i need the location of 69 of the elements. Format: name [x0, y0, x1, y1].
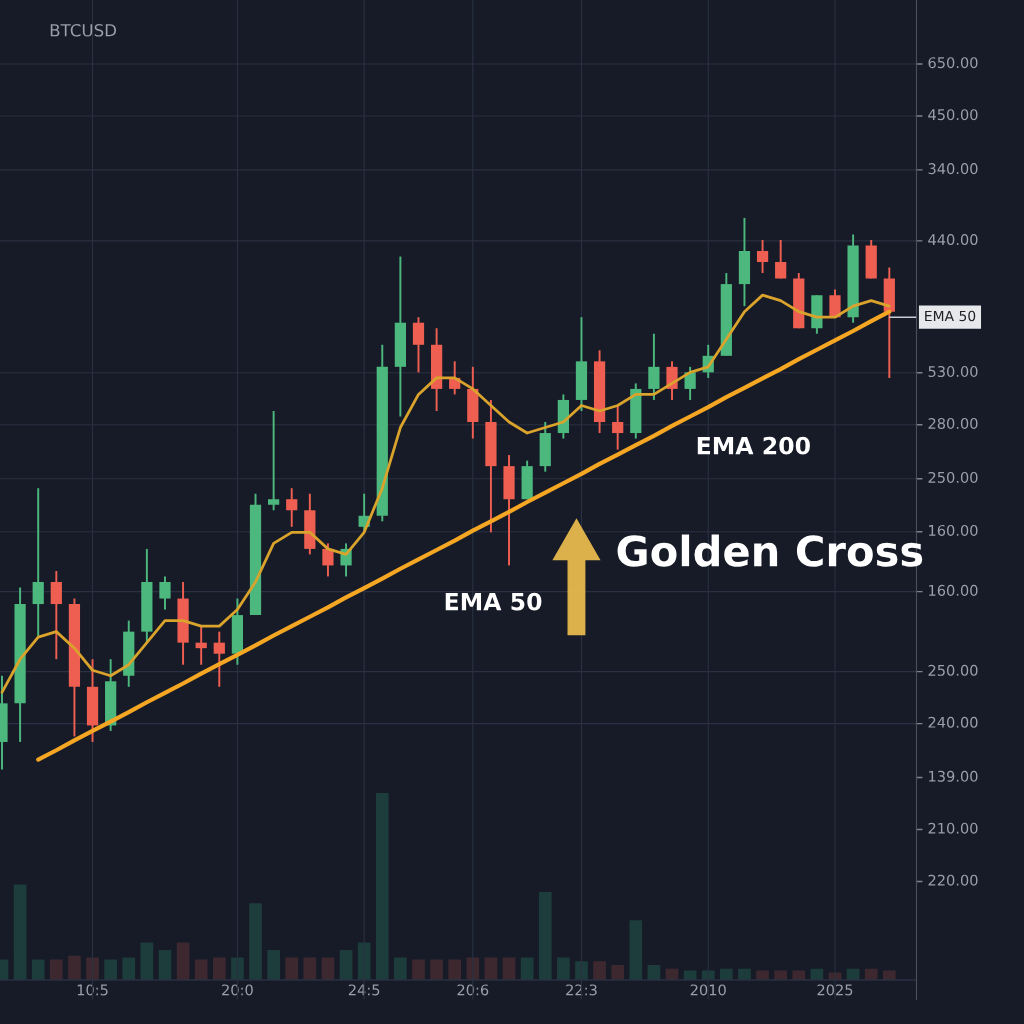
text: 250.00: [928, 664, 978, 676]
text: 160.00: [929, 524, 978, 536]
text: 139.00: [929, 770, 978, 782]
text: 530.00: [928, 365, 978, 378]
bar: [629, 920, 643, 980]
bar: [720, 968, 733, 980]
bar: [538, 892, 552, 980]
text: 450.00: [928, 109, 978, 121]
x-tick-label: 2025: [817, 984, 853, 996]
bar: [194, 959, 208, 980]
x-tick-label: 22:3: [566, 984, 597, 996]
bar: [575, 961, 588, 980]
bar: [267, 950, 280, 980]
candlestick: [32, 487, 44, 639]
text: 160.00: [929, 584, 978, 596]
bar: [557, 957, 570, 980]
bar: [738, 968, 751, 980]
bar: [13, 884, 27, 980]
chart-title: BTCUSD: [50, 23, 117, 37]
candlestick: [612, 404, 624, 451]
candlestick: [159, 575, 171, 611]
x-tick-label: 2010: [690, 984, 726, 996]
bar: [448, 959, 462, 980]
bar: [593, 961, 606, 980]
bar: [49, 959, 63, 980]
bar: [176, 942, 190, 980]
text: 210.00: [928, 822, 978, 834]
bar: [864, 968, 878, 980]
text: 240.00: [928, 716, 978, 728]
text: 650.00: [928, 57, 978, 69]
bar: [412, 959, 425, 980]
text: 440.00: [928, 234, 978, 246]
bar: [430, 959, 443, 980]
bar: [158, 950, 172, 980]
candlestick: [775, 239, 787, 280]
bar: [285, 957, 299, 980]
text: 220.00: [928, 874, 978, 886]
bar: [611, 965, 625, 980]
text: 250.00: [928, 471, 978, 483]
bar: [339, 950, 353, 980]
bar: [122, 957, 136, 980]
candlestick: [50, 569, 62, 661]
bar: [357, 942, 371, 980]
text: 280.00: [928, 417, 978, 429]
candlestick: [684, 365, 696, 401]
bar: [212, 957, 226, 980]
candlestick: [268, 410, 280, 512]
x-tick-label: 20:0: [222, 984, 253, 996]
bar: [68, 955, 81, 980]
bar: [31, 959, 45, 980]
text: 340.00: [928, 163, 978, 175]
annotation: EMA 50: [445, 592, 542, 611]
x-tick-label: 24:5: [348, 984, 380, 996]
candlestick: [648, 332, 660, 401]
bar: [394, 957, 407, 980]
candlestick: [412, 316, 425, 374]
ref-line-label: EMA 50: [925, 310, 976, 322]
bar: [140, 942, 154, 980]
annotation: Golden Cross: [617, 534, 923, 567]
candlestick: [322, 542, 334, 578]
candlestick: [213, 630, 225, 688]
x-tick-label: 20:6: [457, 984, 489, 996]
bar: [249, 903, 262, 980]
bar: [104, 959, 117, 980]
annotation: EMA 200: [697, 436, 810, 455]
bar: [375, 792, 389, 980]
candlestick: [756, 239, 769, 275]
candlestick: [829, 288, 841, 319]
candlestick: [286, 487, 298, 528]
